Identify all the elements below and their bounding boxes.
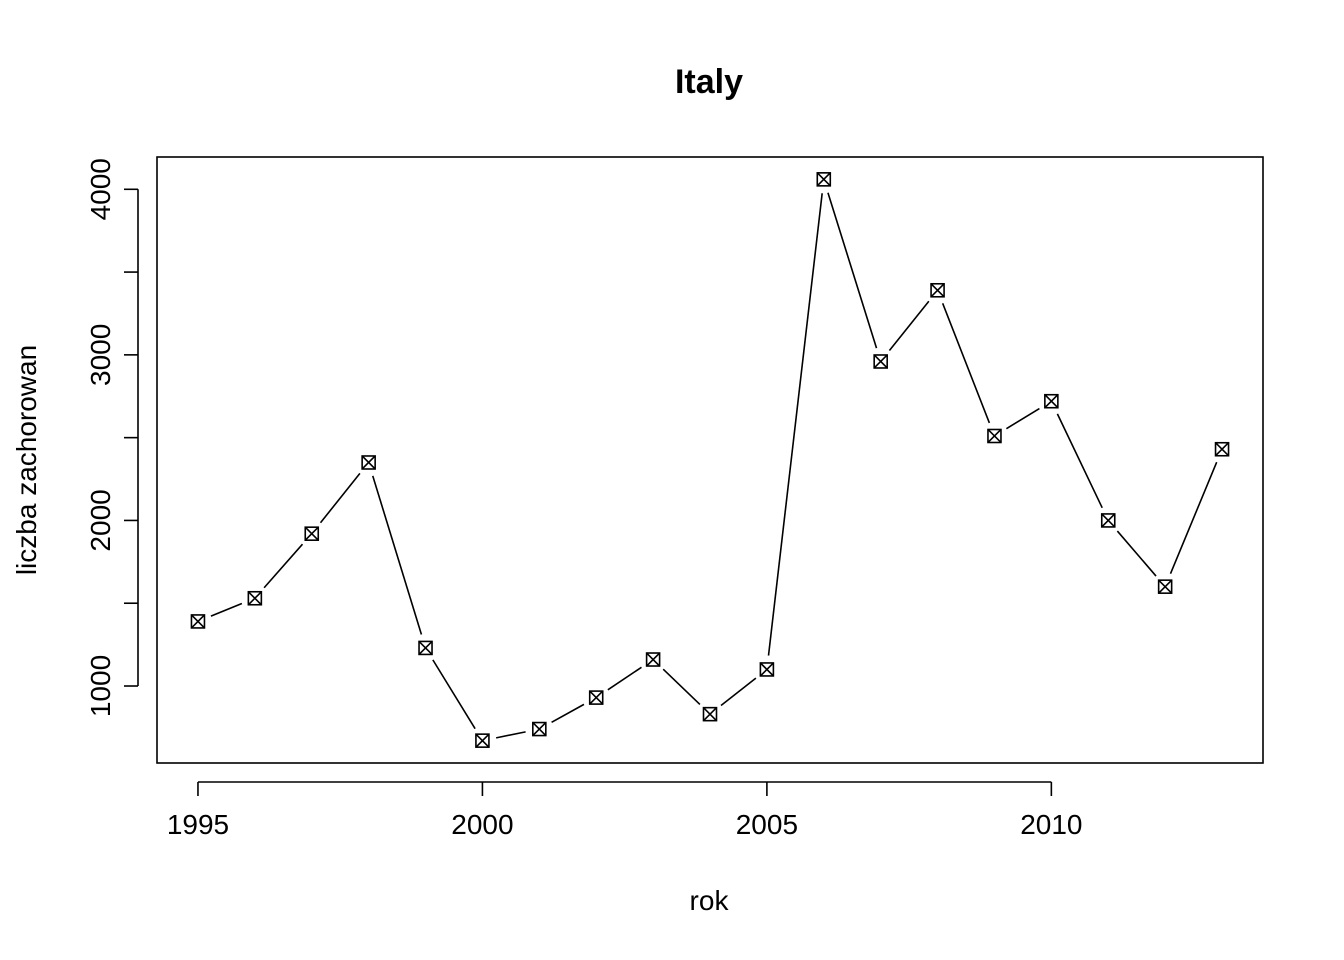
- y-axis-label: liczba zachorowan: [11, 345, 42, 575]
- data-point-box: [1157, 579, 1173, 594]
- data-point-cross: [816, 172, 831, 187]
- data-point-cross: [646, 652, 661, 667]
- data-point-box: [1100, 513, 1116, 528]
- data-point-cross: [304, 526, 319, 541]
- x-tick-label: 2005: [736, 809, 798, 840]
- data-point: [930, 282, 945, 298]
- data-point: [304, 526, 320, 541]
- data-point-box: [987, 428, 1002, 444]
- data-point-box: [304, 526, 320, 541]
- line-segment: [1056, 413, 1103, 509]
- data-point-box: [190, 614, 206, 629]
- data-point-box: [759, 662, 775, 677]
- data-point: [190, 614, 206, 629]
- data-point-cross: [930, 283, 945, 298]
- data-point: [702, 706, 718, 722]
- data-point: [987, 428, 1002, 444]
- data-point: [873, 354, 888, 369]
- data-point-box: [816, 172, 832, 187]
- data-point: [759, 662, 775, 677]
- data-point-cross: [418, 640, 433, 655]
- y-tick-label: 3000: [85, 324, 116, 386]
- line-segment: [607, 666, 642, 691]
- data-point-cross: [589, 690, 604, 705]
- data-point-cross: [1214, 442, 1230, 457]
- data-point-box: [702, 706, 718, 722]
- data-point-cross: [361, 455, 376, 470]
- line-segment: [662, 668, 701, 706]
- data-point-box: [588, 690, 604, 705]
- data-point: [361, 455, 376, 470]
- x-axis-label: rok: [690, 885, 730, 916]
- chart-title: Italy: [675, 63, 743, 101]
- line-segment: [888, 300, 930, 352]
- line-segment: [432, 659, 476, 730]
- data-point: [1157, 579, 1173, 594]
- line-segment: [720, 677, 757, 707]
- data-point-box: [475, 733, 490, 748]
- data-point: [475, 733, 490, 748]
- data-point-box: [873, 354, 888, 369]
- data-point-cross: [1044, 394, 1059, 409]
- x-tick-label: 2000: [451, 809, 513, 840]
- y-tick-label: 1000: [85, 655, 116, 717]
- data-point-cross: [532, 721, 547, 737]
- x-tick-label: 1995: [167, 809, 229, 840]
- data-point: [588, 690, 604, 705]
- data-point: [1214, 441, 1230, 457]
- x-axis: 1995 2000 2005 2010: [167, 781, 1083, 840]
- y-axis: 1000 2000 3000 4000: [85, 158, 139, 717]
- data-point-cross: [873, 354, 888, 369]
- data-point-cross: [1158, 579, 1173, 594]
- line-segment: [827, 192, 878, 349]
- data-point-box: [930, 282, 945, 298]
- data-point-box: [1214, 441, 1230, 457]
- data-point-cross: [702, 707, 718, 722]
- data-point: [645, 652, 661, 667]
- line-segment: [263, 543, 304, 589]
- data-point: [1044, 393, 1059, 409]
- data-point-cross: [987, 428, 1002, 444]
- data-point-cross: [190, 614, 206, 629]
- data-point-cross: [247, 591, 262, 606]
- line-segment: [1116, 530, 1157, 577]
- data-point: [418, 640, 433, 656]
- data-point: [247, 590, 263, 606]
- series-line: [210, 192, 1218, 739]
- y-tick-label: 4000: [85, 158, 116, 220]
- line-segment: [767, 193, 823, 656]
- line-segment: [210, 602, 243, 617]
- line-segment: [1005, 407, 1040, 430]
- y-tick-label: 2000: [85, 489, 116, 551]
- data-point-box: [418, 640, 433, 656]
- line-segment: [551, 703, 585, 723]
- line-segment: [371, 475, 423, 635]
- data-point-cross: [1101, 513, 1116, 528]
- line-segment: [319, 472, 361, 524]
- data-point-cross: [759, 662, 774, 677]
- line-segment: [1169, 461, 1218, 575]
- line-segment: [495, 731, 526, 739]
- plot-frame: [156, 156, 1264, 764]
- data-point-box: [247, 590, 263, 606]
- series-points: [190, 172, 1230, 748]
- data-point-box: [532, 721, 547, 737]
- data-point: [1100, 513, 1116, 528]
- data-point-box: [1044, 393, 1059, 409]
- data-point-cross: [475, 733, 490, 748]
- line-segment: [941, 303, 991, 424]
- data-point: [816, 172, 832, 187]
- x-tick-label: 2010: [1020, 809, 1082, 840]
- data-point-box: [361, 455, 376, 470]
- data-point-box: [645, 652, 661, 667]
- data-point: [532, 721, 547, 737]
